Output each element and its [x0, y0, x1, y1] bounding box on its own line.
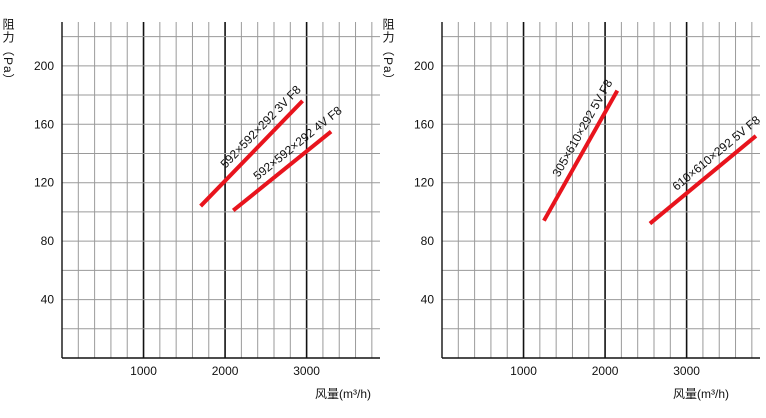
- x-tick-label: 2000: [592, 364, 619, 378]
- y-tick-label: 40: [41, 293, 55, 307]
- x-tick-label: 1000: [130, 364, 157, 378]
- y-axis-label: 阻力（Pa）: [1, 18, 15, 87]
- series-line: [231, 130, 333, 213]
- series-label: 592×592×292 3V F8: [218, 82, 304, 171]
- y-tick-label: 40: [421, 293, 435, 307]
- x-tick-label: 3000: [673, 364, 700, 378]
- x-tick-label: 2000: [212, 364, 239, 378]
- y-tick-label: 120: [34, 176, 54, 190]
- y-tick-label: 200: [34, 59, 54, 73]
- y-tick-label: 120: [414, 176, 434, 190]
- y-tick-label: 160: [34, 117, 54, 131]
- y-tick-label: 80: [421, 234, 435, 248]
- y-tick-label: 200: [414, 59, 434, 73]
- series-line: [199, 99, 304, 208]
- y-tick-label: 160: [414, 117, 434, 131]
- y-tick-label: 80: [41, 234, 55, 248]
- x-tick-label: 1000: [510, 364, 537, 378]
- series-line: [648, 134, 758, 226]
- y-axis-label: 阻力（Pa）: [381, 18, 395, 87]
- x-axis-label: 风量(m³/h): [315, 387, 371, 401]
- series-line: [542, 89, 620, 222]
- x-tick-label: 3000: [293, 364, 320, 378]
- x-axis-label: 风量(m³/h): [673, 387, 729, 401]
- chart-panel-1: 40 80 120 160 200 1000 2000 3000 阻力（Pa） 风量(m³/h) 5…: [1, 18, 380, 401]
